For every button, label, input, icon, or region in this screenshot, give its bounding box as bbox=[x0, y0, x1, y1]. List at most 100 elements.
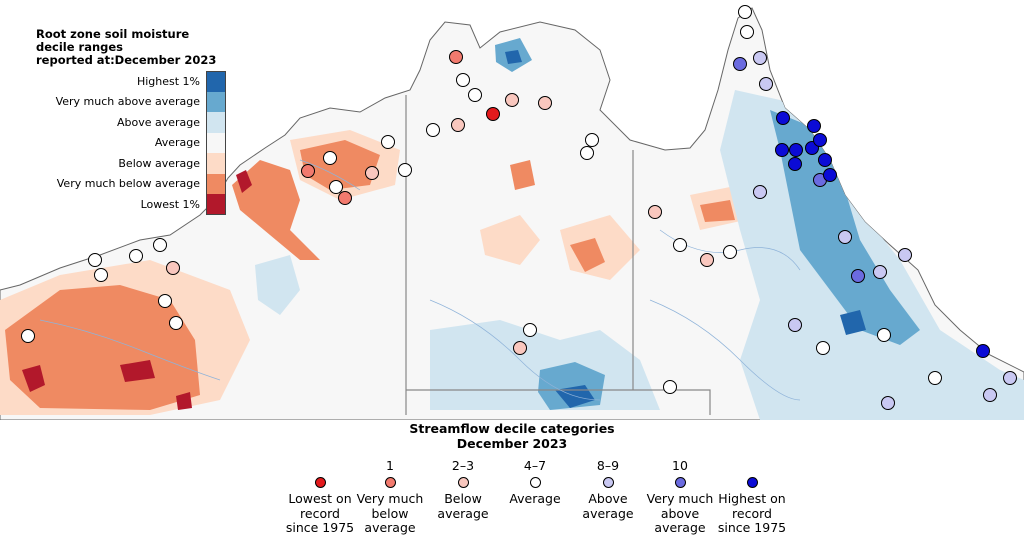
gauge-above bbox=[759, 77, 773, 91]
soil-legend-swatch bbox=[206, 91, 226, 112]
gauge-average bbox=[663, 380, 677, 394]
gauge-lowest bbox=[486, 107, 500, 121]
gauge-average bbox=[426, 123, 440, 137]
gauge-average bbox=[21, 329, 35, 343]
streamflow-decile-number: 10 bbox=[672, 458, 688, 473]
gauge-highest bbox=[775, 143, 789, 157]
soil-legend-item: Lowest 1% bbox=[36, 194, 226, 215]
streamflow-decile-number bbox=[707, 459, 797, 474]
gauge-above bbox=[753, 185, 767, 199]
streamflow-decile-number: 1 bbox=[386, 458, 394, 473]
streamflow-legend-title: Streamflow decile categories December 20… bbox=[0, 421, 1024, 451]
streamflow-label: Below average bbox=[437, 491, 489, 521]
streamflow-decile-number: 8–9 bbox=[596, 458, 620, 473]
gauge-above bbox=[753, 51, 767, 65]
streamflow-label: Very much below average bbox=[356, 491, 424, 535]
gauge-above bbox=[788, 318, 802, 332]
streamflow-decile-number: 2–3 bbox=[451, 458, 475, 473]
soil-legend-item: Highest 1% bbox=[36, 71, 226, 92]
gauge-average bbox=[877, 328, 891, 342]
highest-1pct-zone bbox=[505, 50, 522, 64]
soil-legend-title-line: Root zone soil moisture bbox=[36, 27, 190, 41]
soil-legend-label: Very much above average bbox=[55, 95, 200, 109]
gauge-average bbox=[169, 316, 183, 330]
gauge-average bbox=[580, 146, 594, 160]
gauge-highest bbox=[807, 119, 821, 133]
streamflow-decile-number: 4–7 bbox=[523, 458, 547, 473]
gauge-below bbox=[505, 93, 519, 107]
gauge-above bbox=[898, 248, 912, 262]
streamflow-marker bbox=[314, 477, 326, 488]
streamflow-marker bbox=[384, 477, 396, 488]
soil-legend-label: Highest 1% bbox=[136, 74, 200, 88]
soil-legend-title-line: reported at:December 2023 bbox=[36, 53, 217, 67]
soil-legend-swatch bbox=[206, 71, 226, 92]
gauge-above bbox=[838, 230, 852, 244]
gauge-highest bbox=[789, 143, 803, 157]
lowest-1pct-zone bbox=[236, 170, 252, 193]
streamflow-label: Very much above average bbox=[646, 491, 714, 535]
soil-moisture-legend: Root zone soil moisture decile ranges re… bbox=[36, 28, 226, 215]
streamflow-legend-item: Highest on record since 1975 bbox=[707, 459, 797, 536]
soil-legend-item: Very much below average bbox=[36, 173, 226, 194]
gauge-very-much-below bbox=[301, 164, 315, 178]
very-much-below-zone bbox=[5, 285, 200, 410]
lowest-1pct-zone bbox=[120, 360, 155, 382]
soil-legend-label: Below average bbox=[118, 156, 200, 170]
gauge-below bbox=[700, 253, 714, 267]
soil-legend-swatch bbox=[206, 132, 226, 153]
gauge-above bbox=[873, 265, 887, 279]
gauge-above bbox=[1003, 371, 1017, 385]
gauge-highest bbox=[818, 153, 832, 167]
highest-1pct-zone bbox=[840, 310, 866, 335]
streamflow-legend-item: 1 Very much below average bbox=[345, 458, 435, 536]
soil-moisture-map bbox=[0, 5, 1024, 420]
very-much-below-zone bbox=[510, 160, 535, 190]
very-much-below-zone bbox=[570, 238, 605, 272]
gauge-very-much-above bbox=[733, 57, 747, 71]
gauge-below bbox=[365, 166, 379, 180]
rivers bbox=[39, 159, 801, 401]
gauge-below bbox=[538, 96, 552, 110]
gauge-average bbox=[740, 25, 754, 39]
very-much-below-zone bbox=[700, 200, 735, 222]
soil-legend-title-line: decile ranges bbox=[36, 40, 124, 54]
very-much-above-zone bbox=[770, 110, 920, 345]
soil-moisture-zones bbox=[0, 38, 1024, 420]
gauge-average bbox=[323, 151, 337, 165]
soil-legend-item: Very much above average bbox=[36, 91, 226, 112]
lowest-1pct-zone bbox=[22, 365, 45, 392]
soil-legend-title: Root zone soil moisture decile ranges re… bbox=[36, 28, 226, 67]
stream-gauges bbox=[21, 5, 1017, 410]
soil-legend-swatch bbox=[206, 194, 226, 215]
gauge-average bbox=[329, 180, 343, 194]
gauge-average bbox=[928, 371, 942, 385]
gauge-average bbox=[158, 294, 172, 308]
streamflow-marker bbox=[457, 477, 469, 488]
gauge-highest bbox=[976, 344, 990, 358]
gauge-above bbox=[983, 388, 997, 402]
soil-legend-label: Very much below average bbox=[56, 177, 200, 191]
streamflow-marker bbox=[602, 477, 614, 488]
gauge-below bbox=[648, 205, 662, 219]
gauge-very-much-below bbox=[449, 50, 463, 64]
gauge-average bbox=[94, 268, 108, 282]
soil-legend-item: Below average bbox=[36, 153, 226, 174]
streamflow-title-line: Streamflow decile categories bbox=[409, 421, 615, 436]
gauge-highest bbox=[823, 168, 837, 182]
gauge-highest bbox=[788, 157, 802, 171]
streamflow-legend: Streamflow decile categories December 20… bbox=[0, 421, 1024, 535]
streamflow-marker bbox=[674, 477, 686, 488]
gauge-average bbox=[673, 238, 687, 252]
gauge-very-much-below bbox=[338, 191, 352, 205]
above-average-zone bbox=[255, 255, 300, 315]
very-much-below-zone bbox=[300, 140, 380, 190]
state-borders bbox=[405, 95, 711, 415]
streamflow-legend-item: 10 Very much above average bbox=[635, 458, 725, 536]
streamflow-label: Average bbox=[509, 491, 561, 506]
soil-legend-item: Average bbox=[36, 132, 226, 153]
below-average-zone bbox=[480, 215, 540, 265]
gauge-average bbox=[585, 133, 599, 147]
streamflow-legend-item: Lowest on record since 1975 bbox=[275, 459, 365, 536]
gauge-average bbox=[468, 88, 482, 102]
